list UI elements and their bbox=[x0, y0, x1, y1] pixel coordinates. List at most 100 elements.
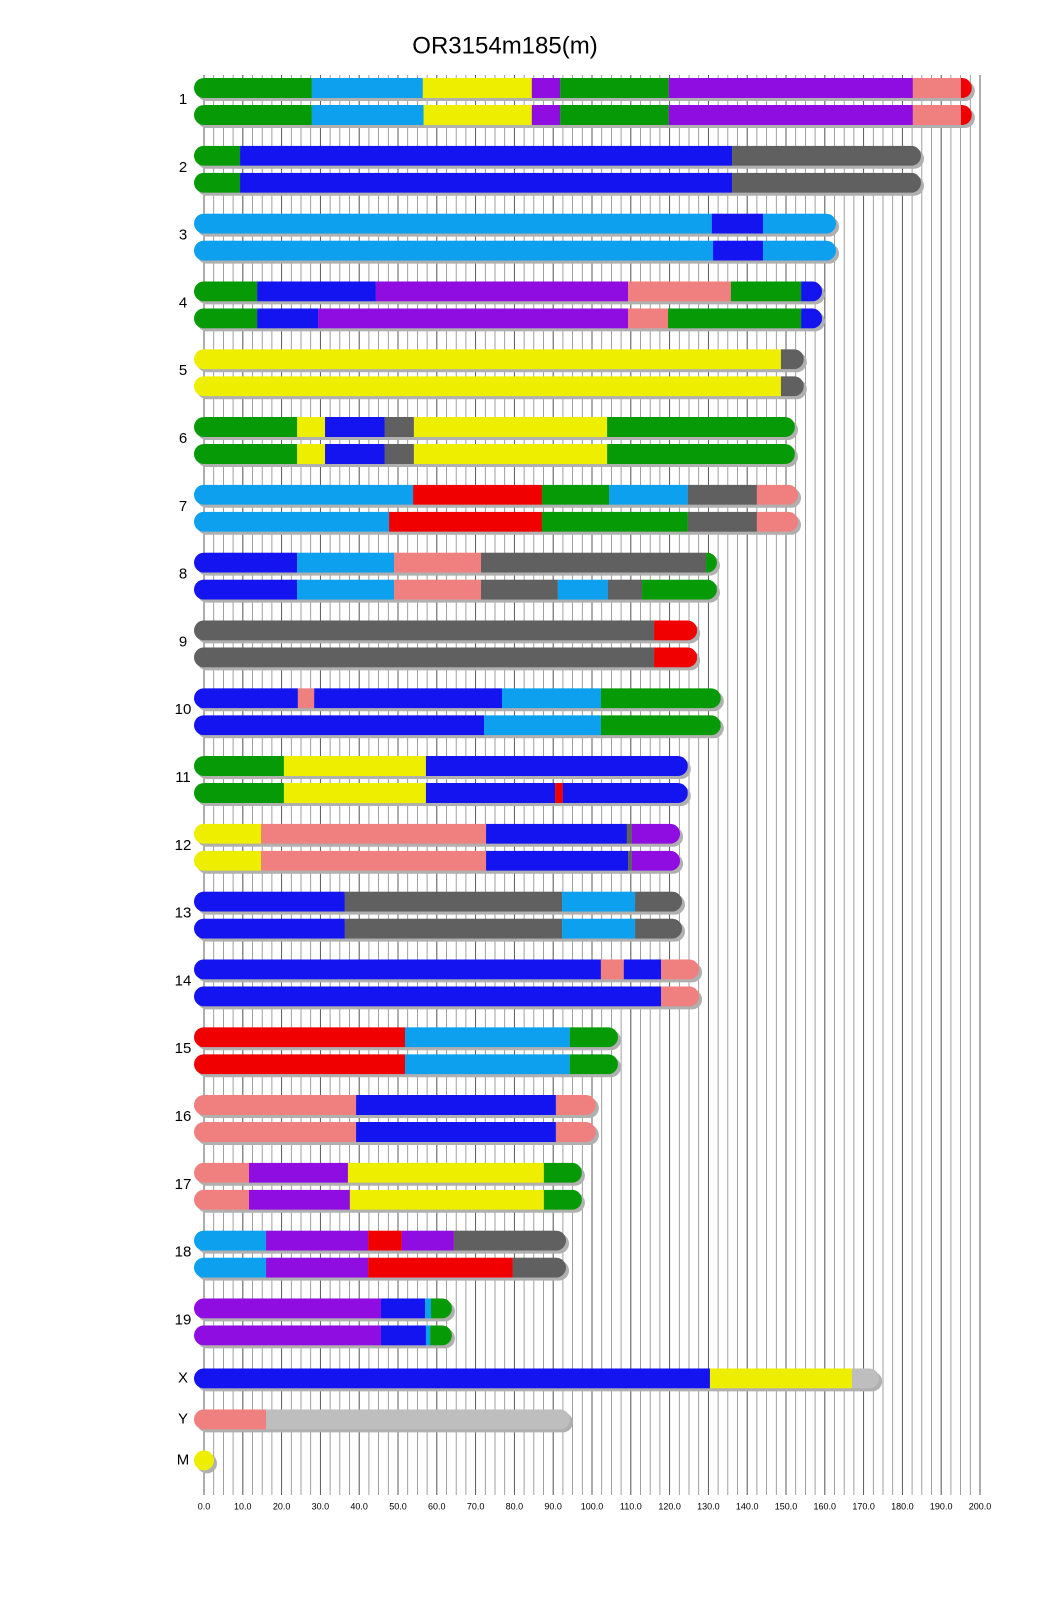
segment bbox=[283, 783, 426, 803]
segment bbox=[555, 783, 563, 803]
haplotype bbox=[194, 647, 698, 668]
segment bbox=[311, 78, 423, 98]
segment bbox=[706, 552, 717, 573]
segment bbox=[425, 756, 688, 776]
x-tick-label: 20.0 bbox=[273, 1501, 291, 1511]
segment bbox=[257, 281, 376, 302]
segment bbox=[413, 417, 608, 437]
segment bbox=[709, 1368, 852, 1389]
segment bbox=[635, 891, 683, 912]
haplotype bbox=[194, 715, 721, 736]
chromosome-label: 17 bbox=[175, 1176, 192, 1193]
segment bbox=[687, 511, 757, 532]
segment bbox=[661, 959, 700, 980]
segment bbox=[668, 105, 913, 125]
haplotype bbox=[194, 1189, 582, 1210]
segment bbox=[555, 1122, 596, 1142]
segment bbox=[194, 145, 241, 166]
segment bbox=[654, 620, 698, 641]
segment bbox=[266, 1257, 369, 1278]
segment bbox=[194, 1162, 250, 1183]
chromosome-label: X bbox=[178, 1369, 188, 1386]
x-tick-label: 0.0 bbox=[198, 1501, 211, 1511]
segment bbox=[628, 850, 632, 871]
segment bbox=[401, 1230, 454, 1251]
chromosome-label: M bbox=[177, 1451, 190, 1468]
segment bbox=[413, 444, 608, 464]
chromosome-label: 5 bbox=[179, 362, 187, 379]
haplotype bbox=[194, 1298, 452, 1319]
segment bbox=[531, 105, 561, 125]
x-tick-label: 130.0 bbox=[697, 1501, 720, 1511]
segment bbox=[631, 823, 681, 844]
segment bbox=[297, 417, 326, 437]
segment bbox=[194, 1298, 381, 1319]
segment bbox=[194, 1450, 214, 1471]
segment bbox=[756, 511, 799, 532]
segment bbox=[194, 1257, 267, 1278]
segment bbox=[531, 78, 561, 98]
haplotype bbox=[194, 511, 799, 532]
haplotype bbox=[194, 783, 688, 803]
segment bbox=[541, 511, 688, 532]
segment bbox=[569, 1054, 618, 1075]
segment bbox=[600, 959, 624, 980]
chromosome-label: 6 bbox=[179, 430, 187, 447]
segment bbox=[654, 647, 698, 668]
segment bbox=[430, 1298, 452, 1319]
segment bbox=[194, 417, 298, 437]
chromosome-label: 1 bbox=[179, 91, 187, 108]
chromosome-label: 11 bbox=[175, 769, 191, 786]
x-tick-label: 190.0 bbox=[930, 1501, 953, 1511]
chromosome-label: 10 bbox=[175, 701, 192, 718]
haplotype bbox=[194, 240, 837, 261]
segment bbox=[194, 891, 345, 912]
haplotype bbox=[194, 552, 717, 573]
haplotype bbox=[194, 756, 688, 776]
segment bbox=[261, 823, 487, 844]
chromosome-label: 15 bbox=[175, 1040, 192, 1057]
segment bbox=[600, 688, 721, 709]
chromosome-label: 3 bbox=[179, 227, 187, 244]
segment bbox=[380, 1325, 426, 1346]
chromosome-label: 16 bbox=[175, 1108, 192, 1125]
segment bbox=[453, 1230, 567, 1251]
segment bbox=[368, 1230, 402, 1251]
segment bbox=[194, 1054, 405, 1075]
segment bbox=[600, 715, 721, 736]
haplotype bbox=[194, 1368, 880, 1389]
segment bbox=[732, 172, 922, 193]
segment bbox=[297, 552, 395, 573]
x-tick-label: 110.0 bbox=[620, 1501, 642, 1511]
segment bbox=[368, 1257, 513, 1278]
segment bbox=[380, 1298, 426, 1319]
haplotype bbox=[194, 1257, 567, 1278]
segment bbox=[194, 1027, 405, 1048]
segment bbox=[557, 579, 608, 600]
segment bbox=[194, 1409, 267, 1430]
chromosome-label: 13 bbox=[175, 905, 192, 922]
haplotype bbox=[194, 145, 922, 166]
segment bbox=[194, 308, 258, 329]
x-tick-label: 170.0 bbox=[852, 1501, 875, 1511]
segment bbox=[194, 1122, 357, 1142]
chromosome-label: 2 bbox=[179, 159, 187, 176]
segment bbox=[661, 986, 700, 1007]
haplotype bbox=[194, 850, 681, 871]
segment bbox=[562, 918, 636, 939]
segment bbox=[249, 1189, 350, 1210]
haplotype bbox=[194, 213, 837, 234]
segment bbox=[325, 444, 385, 464]
segment bbox=[730, 281, 802, 302]
haplotype bbox=[194, 349, 804, 370]
segment bbox=[194, 579, 298, 600]
segment bbox=[194, 552, 298, 573]
haplotype bbox=[194, 1027, 618, 1048]
segment bbox=[194, 281, 258, 302]
segment bbox=[713, 240, 764, 261]
segment bbox=[194, 783, 284, 803]
segment bbox=[732, 145, 922, 166]
segment bbox=[266, 1230, 369, 1251]
segment bbox=[356, 1122, 556, 1142]
segment bbox=[404, 1054, 570, 1075]
